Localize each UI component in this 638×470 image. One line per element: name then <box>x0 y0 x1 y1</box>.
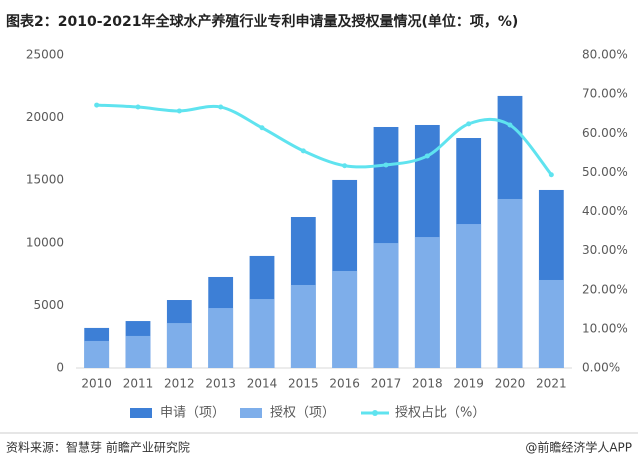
bar <box>497 198 523 368</box>
y-tick-label: 0 <box>56 361 64 375</box>
x-tick-label: 2018 <box>412 377 443 391</box>
source: 资料来源：智慧芽 前瞻产业研究院 <box>6 440 190 455</box>
y-tick-label: 5000 <box>33 298 64 312</box>
y-tick-label: 20000 <box>26 110 64 124</box>
y-tick-label: 25000 <box>26 48 64 62</box>
y2-tick-label: 50.00% <box>582 165 628 179</box>
x-tick-label: 2021 <box>536 377 567 391</box>
x-tick-label: 2020 <box>495 377 526 391</box>
legend-label: 授权占比（%） <box>395 405 485 421</box>
ratio-point <box>383 162 389 168</box>
y2-tick-label: 30.00% <box>582 243 628 257</box>
legend-swatch <box>240 408 262 418</box>
y2-tick-label: 0.00% <box>582 361 620 375</box>
y2-tick-label: 70.00% <box>582 87 628 101</box>
x-tick-label: 2015 <box>288 377 319 391</box>
ratio-line <box>96 103 553 176</box>
x-tick-label: 2019 <box>453 377 484 391</box>
ratio-point <box>300 148 306 154</box>
y2-tick-label: 60.00% <box>582 126 628 140</box>
ratio-point <box>507 122 513 128</box>
bar <box>538 279 564 368</box>
credit: @前瞻经济学人APP <box>525 440 632 455</box>
x-tick-label: 2016 <box>329 377 360 391</box>
ratio-point <box>94 102 100 108</box>
y-tick-label: 15000 <box>26 173 64 187</box>
legend-label: 申请（项） <box>160 406 225 421</box>
ratio-point <box>135 104 141 110</box>
x-tick-label: 2017 <box>371 377 402 391</box>
y2-tick-label: 80.00% <box>582 48 628 62</box>
x-tick-label: 2014 <box>247 377 278 391</box>
bar <box>166 323 192 368</box>
bar <box>373 243 399 368</box>
bar <box>332 270 358 368</box>
ratio-point <box>218 104 224 110</box>
ratio-point <box>176 108 182 114</box>
bar <box>456 224 482 368</box>
ratio-point <box>548 172 554 178</box>
ratio-point <box>259 125 265 131</box>
bar <box>84 340 110 368</box>
ratio-point <box>342 163 348 169</box>
ratio-point <box>424 153 430 159</box>
x-tick-label: 2010 <box>81 377 112 391</box>
legend-label: 授权（项） <box>270 405 335 421</box>
y2-tick-label: 20.00% <box>582 282 628 296</box>
bar <box>208 308 234 368</box>
bar <box>414 237 440 368</box>
y-tick-label: 10000 <box>26 235 64 249</box>
legend-swatch <box>372 410 378 416</box>
y2-tick-label: 10.00% <box>582 321 628 335</box>
ratio-point <box>466 121 472 127</box>
x-tick-label: 2013 <box>205 377 236 391</box>
chart-title: 图表2：2010-2021年全球水产养殖行业专利申请量及授权量情况(单位：项，%… <box>6 13 518 30</box>
y2-tick-label: 40.00% <box>582 204 628 218</box>
bar <box>125 335 151 368</box>
x-tick-label: 2011 <box>123 377 154 391</box>
x-tick-label: 2012 <box>164 377 195 391</box>
legend-swatch <box>130 408 152 418</box>
bar <box>290 284 316 368</box>
bar <box>249 299 275 368</box>
